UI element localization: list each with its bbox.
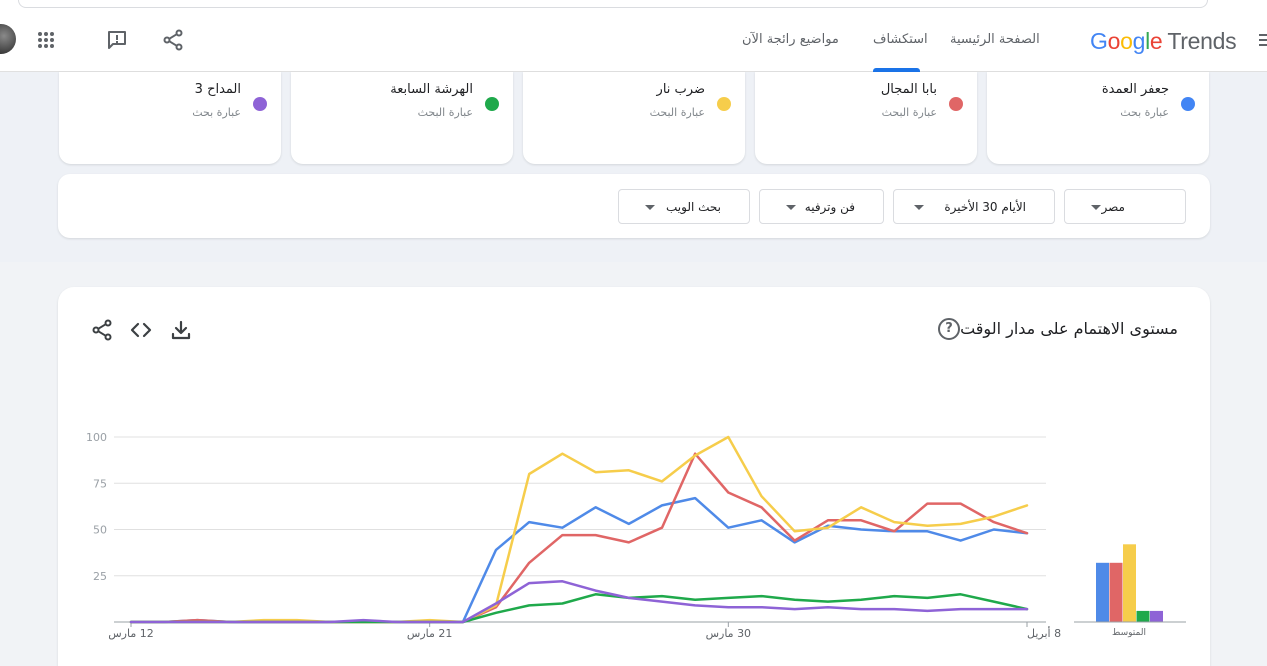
series-line [129, 580, 1029, 624]
term-name: الهرشة السابعة [390, 82, 473, 97]
compare-term-card[interactable]: المداح 3 عبارة بحث [59, 72, 281, 164]
top-app-bar: مواضيع رائجة الآن استكشاف الصفحة الرئيسي… [0, 0, 1267, 72]
logo-trends-word: Trends [1167, 28, 1237, 54]
term-name: المداح 3 [194, 82, 241, 97]
x-tick-label: 21 مارس [407, 627, 452, 640]
chart-title: مستوى الاهتمام على مدار الوقت [960, 319, 1178, 338]
search-type-dropdown-label: بحث الويب [666, 200, 721, 214]
dropdown-arrow-icon [1091, 205, 1101, 210]
interest-over-time-card: مستوى الاهتمام على مدار الوقت ? 25 50 75 10… [58, 287, 1210, 666]
compare-term-card[interactable]: ضرب نار عبارة البحث [523, 72, 745, 164]
logo-letter: G [1090, 28, 1108, 54]
average-bar [1123, 544, 1136, 622]
term-name: جعفر العمدة [1101, 82, 1169, 97]
average-bar [1150, 610, 1163, 622]
feedback-icon[interactable] [101, 24, 133, 56]
compare-term-card[interactable]: جعفر العمدة عبارة بحث [987, 72, 1209, 164]
logo-letter: o [1107, 28, 1121, 54]
x-tick-label: 12 مارس [108, 627, 153, 640]
nav-tab-home[interactable]: الصفحة الرئيسية [950, 32, 1040, 47]
apps-grid-icon[interactable] [30, 24, 62, 56]
y-tick-label: 75 [93, 477, 107, 490]
average-bar [1096, 562, 1109, 622]
logo-letter: l [1145, 28, 1150, 54]
term-type: عبارة البحث [417, 106, 473, 119]
series-line [129, 435, 1029, 624]
embed-code-icon[interactable] [125, 314, 157, 346]
compare-term-card[interactable]: الهرشة السابعة عبارة البحث [291, 72, 513, 164]
y-tick-label: 100 [86, 431, 107, 444]
term-color-dot [717, 97, 731, 111]
term-name: بابا المجال [880, 82, 937, 97]
term-color-dot [485, 97, 499, 111]
dropdown-arrow-icon [645, 205, 655, 210]
term-type: عبارة البحث [649, 106, 705, 119]
y-tick-label: 50 [93, 524, 107, 537]
series-line [129, 496, 1029, 624]
compare-term-card[interactable]: بابا المجال عبارة البحث [755, 72, 977, 164]
logo-letter: o [1120, 28, 1133, 54]
average-bar [1109, 562, 1123, 622]
x-tick-label: 8 أبريل [1027, 626, 1061, 640]
term-type: عبارة بحث [192, 106, 241, 119]
help-icon[interactable]: ? [938, 318, 960, 340]
download-icon[interactable] [165, 314, 197, 346]
time-range-dropdown[interactable]: الأيام 30 الأخيرة [893, 189, 1055, 224]
region-dropdown[interactable]: مصر [1064, 189, 1186, 224]
hamburger-menu-icon[interactable] [1259, 32, 1267, 51]
y-tick-label: 25 [93, 570, 107, 583]
active-tab-indicator [873, 68, 920, 72]
x-tick-label: 30 مارس [706, 627, 751, 640]
average-bar [1136, 610, 1150, 622]
term-color-dot [253, 97, 267, 111]
share-icon[interactable] [86, 314, 118, 346]
nav-tab-trending-now[interactable]: مواضيع رائجة الآن [742, 32, 839, 47]
filter-bar: مصر الأيام 30 الأخيرة فن وترفيه بحث الوي… [58, 174, 1210, 238]
term-name: ضرب نار [656, 82, 705, 97]
nav-tab-explore[interactable]: استكشاف [873, 32, 928, 47]
google-trends-logo[interactable]: Google Trends [1090, 28, 1237, 55]
logo-letter: g [1132, 28, 1146, 54]
logo-letter: e [1149, 28, 1163, 54]
interest-line-chart: 25 50 75 100 12 مارس 21 مارس 30 مارس 8 أبريل الم… [86, 431, 1186, 640]
time-range-dropdown-label: الأيام 30 الأخيرة [944, 200, 1026, 214]
term-color-dot [949, 97, 963, 111]
average-label: المتوسط [1112, 628, 1146, 638]
search-type-dropdown[interactable]: بحث الويب [618, 189, 750, 224]
term-color-dot [1181, 97, 1195, 111]
avatar[interactable] [0, 24, 16, 54]
dropdown-arrow-icon [914, 205, 924, 210]
category-dropdown-label: فن وترفيه [804, 200, 855, 214]
category-dropdown[interactable]: فن وترفيه [759, 189, 884, 224]
search-bar-edge [18, 0, 1208, 8]
share-icon[interactable] [157, 24, 189, 56]
dropdown-arrow-icon [786, 205, 796, 210]
region-dropdown-label: مصر [1101, 200, 1125, 214]
term-type: عبارة البحث [881, 106, 937, 119]
term-type: عبارة بحث [1120, 106, 1169, 119]
